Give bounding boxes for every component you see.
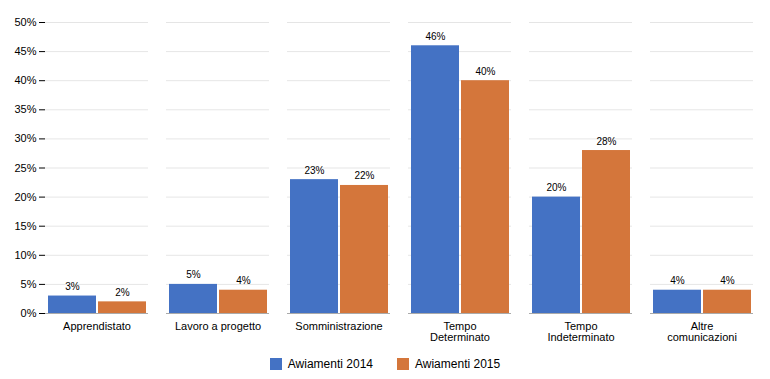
svg-text:Altrecomunicazioni: Altrecomunicazioni [667,320,737,343]
svg-text:20%: 20% [14,191,36,203]
svg-text:3%: 3% [65,281,80,292]
svg-text:25%: 25% [14,162,36,174]
svg-text:22%: 22% [354,170,374,181]
svg-text:2%: 2% [115,287,130,298]
svg-text:20%: 20% [546,182,566,193]
html-text:Awiamenti 2014: Awiamenti 2014 [287,357,373,371]
svg-text:46%: 46% [425,31,445,42]
svg-text:35%: 35% [14,103,36,115]
svg-text:15%: 15% [14,220,36,232]
svg-text:4%: 4% [236,275,251,286]
svg-text:Apprendistato: Apprendistato [63,320,131,332]
svg-text:30%: 30% [14,132,36,144]
svg-text:45%: 45% [14,45,36,57]
svg-text:10%: 10% [14,249,36,261]
svg-text:TempoDeterminato: TempoDeterminato [430,320,490,343]
html-text:Awiamenti 2015: Awiamenti 2015 [415,357,501,371]
svg-text:5%: 5% [21,278,37,290]
svg-text:28%: 28% [596,136,616,147]
svg-text:4%: 4% [670,275,685,286]
svg-text:Somministrazione: Somministrazione [295,320,382,332]
svg-text:Lavoro a progetto: Lavoro a progetto [175,320,261,332]
svg-text:50%: 50% [14,16,36,28]
svg-text:40%: 40% [475,66,495,77]
svg-text:40%: 40% [14,74,36,86]
svg-text:0%: 0% [21,307,37,319]
svg-text:5%: 5% [186,269,201,280]
svg-text:4%: 4% [720,275,735,286]
svg-text:23%: 23% [304,165,324,176]
svg-text:TempoIndeterminato: TempoIndeterminato [547,320,614,343]
